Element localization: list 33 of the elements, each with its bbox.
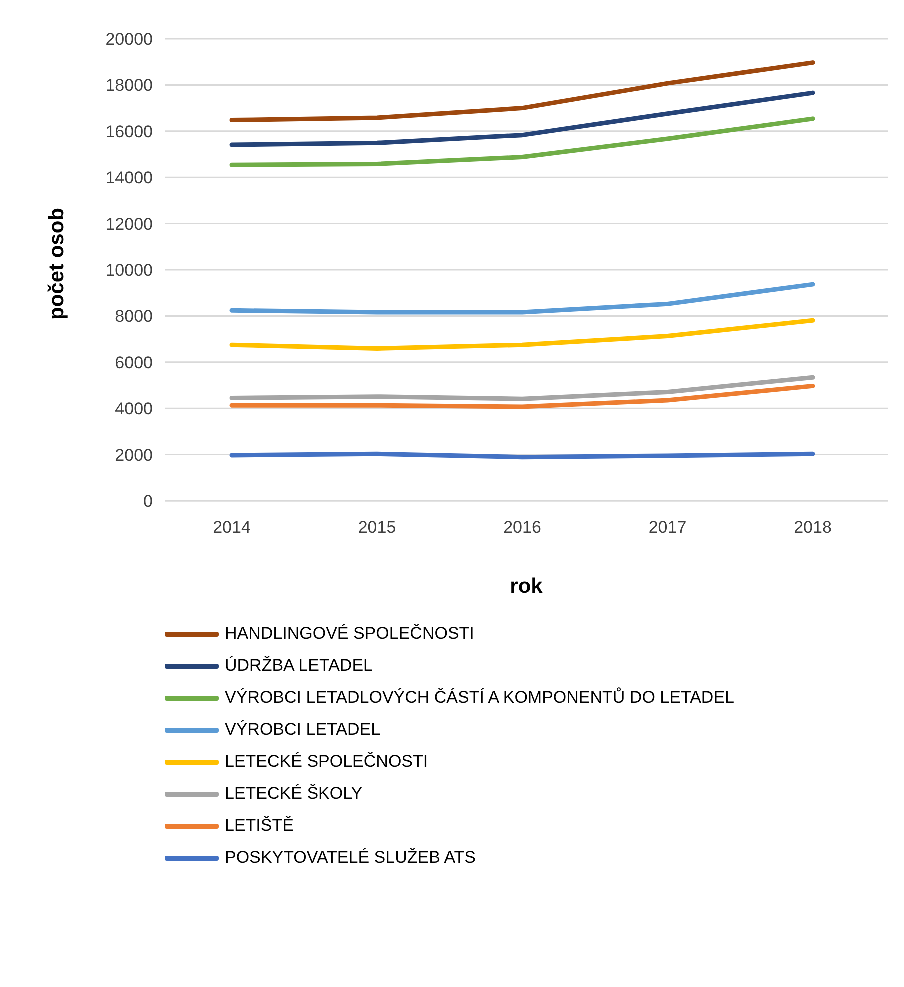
y-tick-label: 4000 [115,400,153,419]
line-series [230,116,816,168]
y-tick-label: 8000 [115,307,153,326]
x-tick-label: 2017 [648,518,687,538]
y-tick-label: 16000 [106,122,153,142]
y-tick-label: 6000 [115,353,153,372]
legend-label: LETECKÉ ŠKOLY [225,784,363,804]
line-series [230,318,816,352]
legend-label: ÚDRŽBA LETADEL [225,656,374,676]
line-series [230,384,816,410]
y-axis-title: počet osob [45,208,68,320]
x-axis-title: rok [510,575,544,598]
line-series [230,282,816,315]
x-tick-label: 2016 [504,518,542,538]
y-tick-label: 0 [144,492,153,512]
y-tick-label: 10000 [106,261,153,280]
y-tick-label: 2000 [115,446,153,465]
x-tick-label: 2018 [794,518,832,538]
legend-label: VÝROBCI LETADEL [225,720,381,740]
x-tick-label: 2015 [358,518,396,538]
legend-label: LETECKÉ SPOLEČNOSTI [225,752,428,772]
line-series [230,90,816,148]
legend-label: HANDLINGOVÉ SPOLEČNOSTI [225,624,474,644]
legend-label: VÝROBCI LETADLOVÝCH ČÁSTÍ A KOMPONENTŮ DO LETADEL [225,688,734,708]
y-tick-label: 14000 [106,168,153,188]
line-series [230,375,816,402]
legend-label: POSKYTOVATELÉ SLUŽEB ATS [225,848,476,868]
y-tick-label: 12000 [106,214,153,234]
y-tick-label: 18000 [106,76,153,96]
legend-label: LETIŠTĚ [225,816,294,836]
y-tick-label: 20000 [106,30,153,50]
line-series [230,60,816,123]
x-tick-label: 2014 [213,518,251,538]
